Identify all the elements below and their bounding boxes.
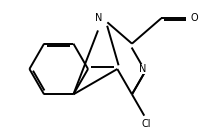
Text: O: O bbox=[191, 13, 198, 23]
Text: N: N bbox=[95, 13, 103, 23]
Text: N: N bbox=[139, 64, 147, 74]
Text: Cl: Cl bbox=[142, 119, 151, 129]
